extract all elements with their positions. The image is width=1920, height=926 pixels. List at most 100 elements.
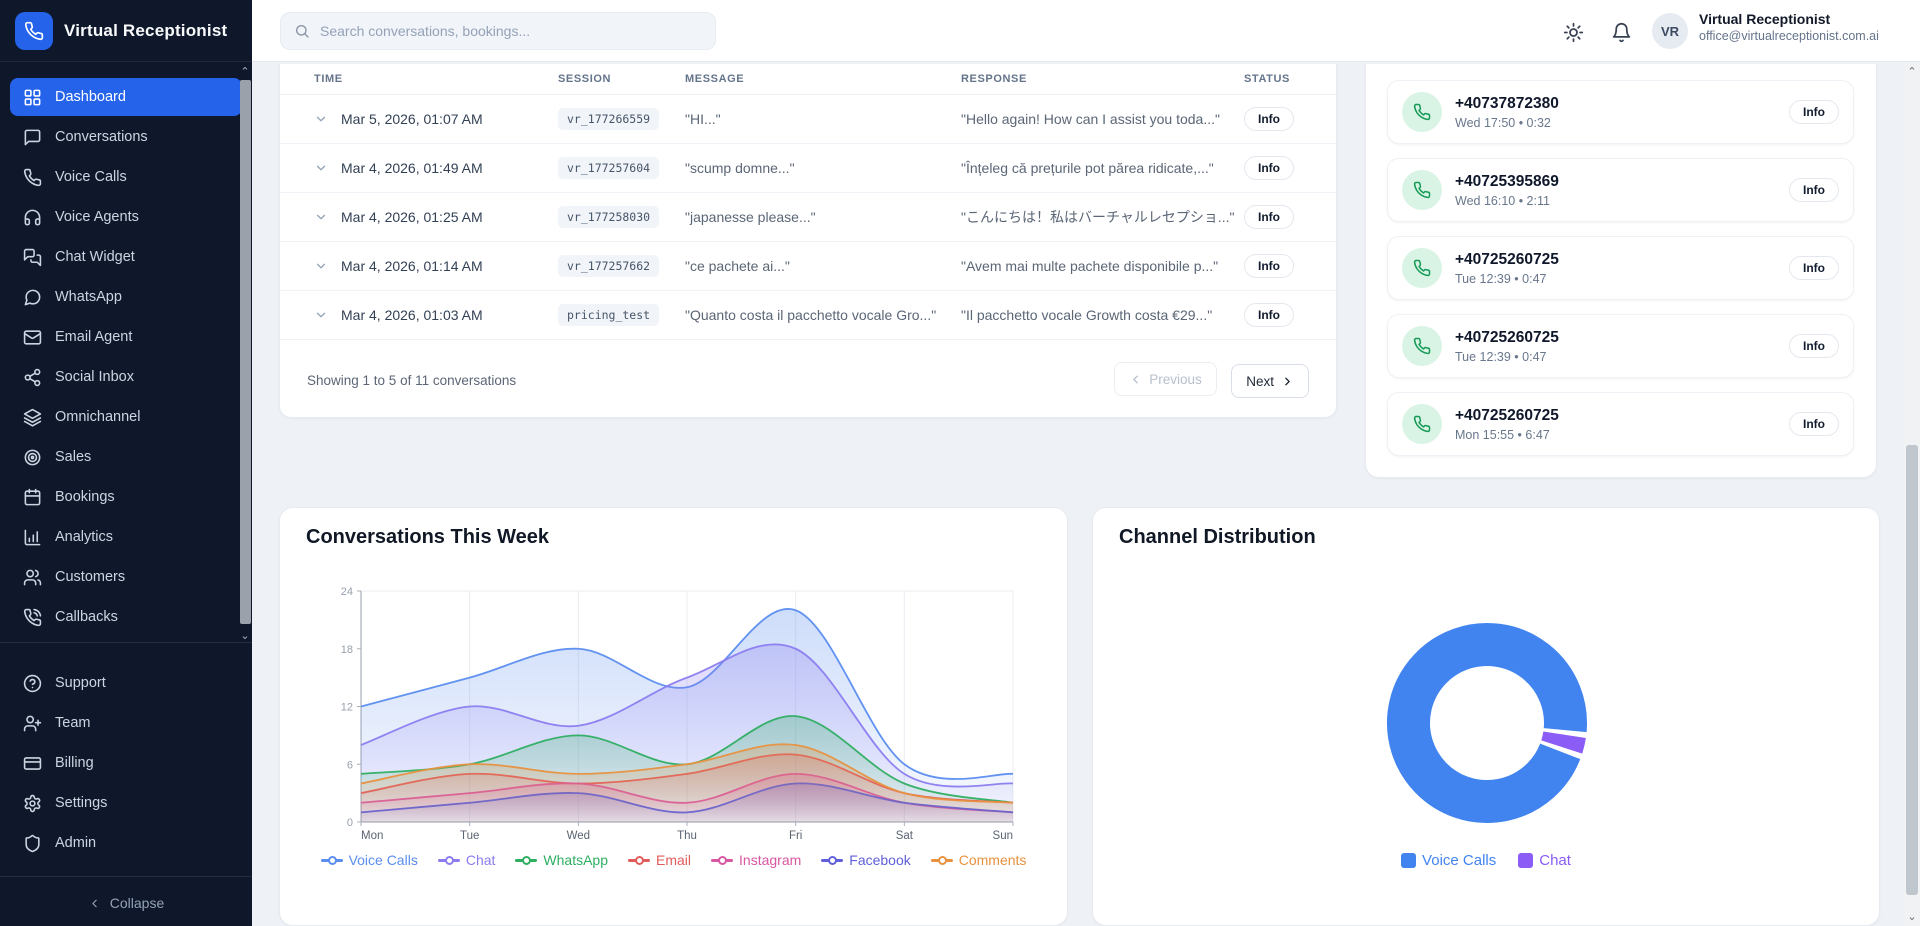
sidebar-item-analytics[interactable]: Analytics (10, 518, 242, 556)
legend-item-comments[interactable]: Comments (930, 852, 1026, 868)
call-info-button[interactable]: Info (1789, 334, 1839, 358)
svg-text:18: 18 (341, 644, 353, 656)
call-info-button[interactable]: Info (1789, 412, 1839, 436)
sidebar-item-sales[interactable]: Sales (10, 438, 242, 476)
call-phone-icon (1402, 248, 1442, 288)
sidebar-item-label: Omnichannel (55, 409, 141, 425)
session-badge: vr_177266559 (558, 108, 660, 130)
legend-item-voice-calls[interactable]: Voice Calls (1401, 852, 1496, 869)
row-expand-chevron-down-icon[interactable] (314, 308, 328, 322)
help-circle-icon (23, 674, 42, 693)
table-row[interactable]: Mar 4, 2026, 01:03 AM pricing_test "Quanto… (280, 291, 1336, 340)
table-row[interactable]: Mar 4, 2026, 01:14 AM vr_177257662 "ce pac… (280, 242, 1336, 291)
sidebar-item-support[interactable]: Support (10, 664, 242, 702)
user-info[interactable]: Virtual Receptionist office@virtualrecep… (1699, 11, 1879, 43)
scroll-down-icon[interactable]: ⌄ (240, 630, 250, 642)
legend-item-chat[interactable]: Chat (1518, 852, 1571, 869)
sidebar-item-label: Admin (55, 835, 97, 851)
legend-label: WhatsApp (543, 852, 608, 868)
call-item[interactable]: +40725260725 Tue 12:39 • 0:47 Info (1387, 314, 1854, 378)
row-time: Mar 4, 2026, 01:14 AM (341, 258, 483, 274)
row-expand-chevron-down-icon[interactable] (314, 112, 328, 126)
svg-text:24: 24 (341, 586, 353, 598)
row-info-button[interactable]: Info (1244, 107, 1294, 131)
area-chart-title: Conversations This Week (306, 526, 550, 548)
sidebar: Virtual Receptionist Dashboard Conversati… (0, 0, 252, 926)
legend-item-whatsapp[interactable]: WhatsApp (515, 852, 608, 868)
page-scrollbar-thumb[interactable] (1906, 445, 1918, 895)
sidebar-item-customers[interactable]: Customers (10, 558, 242, 596)
call-info-button[interactable]: Info (1789, 178, 1839, 202)
row-expand-chevron-down-icon[interactable] (314, 259, 328, 273)
sidebar-item-omnichannel[interactable]: Omnichannel (10, 398, 242, 436)
sidebar-item-whatsapp[interactable]: WhatsApp (10, 278, 242, 316)
svg-text:Sat: Sat (896, 830, 914, 842)
table-row[interactable]: Mar 4, 2026, 01:49 AM vr_177257604 "scump … (280, 144, 1336, 193)
sidebar-item-email-agent[interactable]: Email Agent (10, 318, 242, 356)
row-response: "Avem mai multe pachete disponibile p...… (961, 258, 1219, 274)
sidebar-item-admin[interactable]: Admin (10, 824, 242, 862)
call-info-button[interactable]: Info (1789, 256, 1839, 280)
row-info-button[interactable]: Info (1244, 156, 1294, 180)
credit-card-icon (23, 754, 42, 773)
sidebar-item-chat-widget[interactable]: Chat Widget (10, 238, 242, 276)
row-info-button[interactable]: Info (1244, 205, 1294, 229)
sidebar-item-conversations[interactable]: Conversations (10, 118, 242, 156)
sidebar-item-settings[interactable]: Settings (10, 784, 242, 822)
sidebar-item-label: Conversations (55, 129, 148, 145)
sidebar-item-voice-calls[interactable]: Voice Calls (10, 158, 242, 196)
row-expand-chevron-down-icon[interactable] (314, 210, 328, 224)
row-info-button[interactable]: Info (1244, 303, 1294, 327)
sidebar-item-dashboard[interactable]: Dashboard (10, 78, 242, 116)
sidebar-item-label: Team (55, 715, 91, 731)
search-input[interactable] (320, 23, 690, 39)
previous-page-button[interactable]: Previous (1114, 362, 1217, 396)
sidebar-item-bookings[interactable]: Bookings (10, 478, 242, 516)
legend-item-instagram[interactable]: Instagram (711, 852, 801, 868)
call-item[interactable]: +40725395869 Wed 16:10 • 2:11 Info (1387, 158, 1854, 222)
call-meta: Mon 15:55 • 6:47 (1455, 427, 1550, 442)
legend-item-facebook[interactable]: Facebook (821, 852, 911, 868)
sidebar-scrollbar-thumb[interactable] (240, 80, 251, 624)
notifications-button[interactable] (1608, 19, 1634, 45)
theme-toggle-button[interactable] (1560, 19, 1586, 45)
sidebar-item-callbacks[interactable]: Callbacks (10, 598, 242, 636)
row-time: Mar 4, 2026, 01:03 AM (341, 307, 483, 323)
call-info-button[interactable]: Info (1789, 100, 1839, 124)
table-row[interactable]: Mar 4, 2026, 01:25 AM vr_177258030 "japane… (280, 193, 1336, 242)
call-number: +40725260725 (1455, 250, 1559, 268)
legend-item-email[interactable]: Email (628, 852, 691, 868)
page-scrollbar[interactable]: ⌃ ⌄ (1904, 62, 1920, 926)
collapse-button[interactable]: Collapse (0, 888, 252, 918)
session-badge: vr_177257662 (558, 255, 660, 277)
row-expand-chevron-down-icon[interactable] (314, 161, 328, 175)
next-page-button[interactable]: Next (1231, 364, 1309, 398)
sidebar-item-label: Analytics (55, 529, 114, 545)
dashboard-icon (23, 88, 42, 107)
legend-item-chat[interactable]: Chat (437, 852, 495, 868)
sidebar-item-billing[interactable]: Billing (10, 744, 242, 782)
table-row[interactable]: Mar 5, 2026, 01:07 AM vr_177266559 "HI..."… (280, 95, 1336, 144)
sidebar-scrollbar[interactable]: ⌃ ⌄ (238, 62, 252, 642)
sidebar-item-team[interactable]: Team (10, 704, 242, 742)
legend-marker-icon (320, 855, 343, 865)
call-item[interactable]: +40725260725 Tue 12:39 • 0:47 Info (1387, 236, 1854, 300)
svg-text:Thu: Thu (677, 830, 697, 842)
call-item[interactable]: +40725260725 Mon 15:55 • 6:47 Info (1387, 392, 1854, 456)
sidebar-item-voice-agents[interactable]: Voice Agents (10, 198, 242, 236)
conversations-table-card: TIME SESSION MESSAGE RESPONSE STATUS Mar… (279, 64, 1337, 418)
sun-icon (1563, 22, 1583, 42)
scroll-up-icon[interactable]: ⌃ (1907, 66, 1917, 78)
user-avatar[interactable]: VR (1652, 13, 1688, 49)
search-icon (296, 25, 309, 38)
call-item[interactable]: +40737872380 Wed 17:50 • 0:32 Info (1387, 80, 1854, 144)
scroll-down-icon[interactable]: ⌄ (1907, 911, 1917, 923)
legend-swatch-icon (1401, 853, 1417, 868)
sidebar-item-social-inbox[interactable]: Social Inbox (10, 358, 242, 396)
row-info-button[interactable]: Info (1244, 254, 1294, 278)
search-box[interactable] (280, 12, 716, 50)
legend-item-voice-calls[interactable]: Voice Calls (320, 852, 418, 868)
sidebar-secondary-nav: Support Team Billing Settings Admin (0, 662, 252, 862)
call-meta: Tue 12:39 • 0:47 (1455, 349, 1547, 364)
scroll-up-icon[interactable]: ⌃ (240, 66, 250, 78)
